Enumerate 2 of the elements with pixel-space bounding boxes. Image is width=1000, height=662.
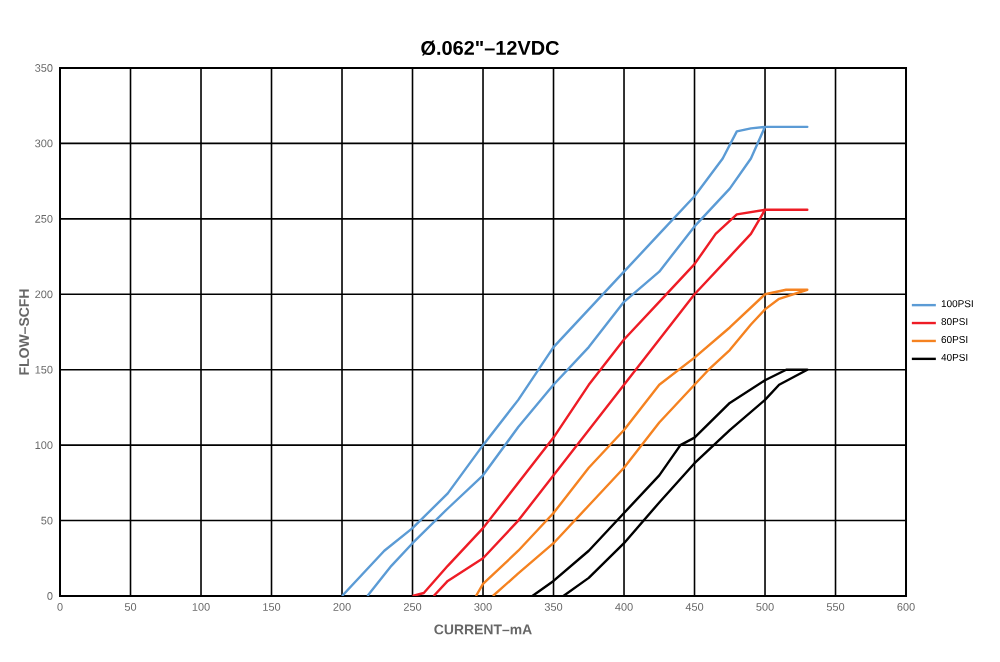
- chart-subtitle: Ø.062"–12VDC: [421, 40, 559, 56]
- line-series: [474, 288, 809, 596]
